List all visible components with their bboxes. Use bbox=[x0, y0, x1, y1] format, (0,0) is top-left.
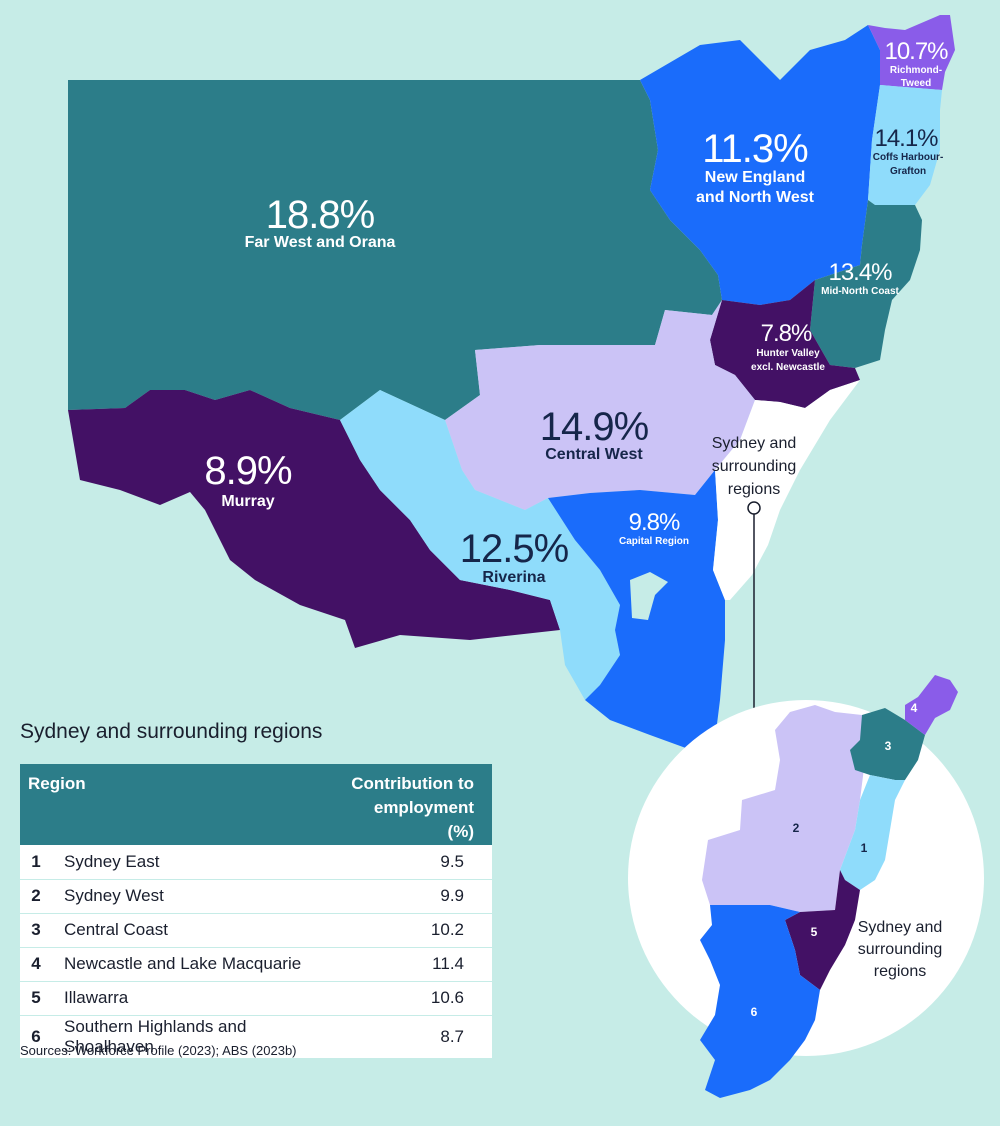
table-row: 1 Sydney East 9.5 bbox=[20, 845, 492, 879]
region-mid-north-coast[interactable] bbox=[810, 200, 922, 368]
richmond-tweed-name-line1: Richmond- bbox=[890, 65, 942, 76]
row-region: Illawarra bbox=[52, 980, 342, 1015]
region-central-west[interactable] bbox=[445, 300, 755, 510]
region-far-west-orana[interactable] bbox=[68, 80, 722, 420]
row-region: Newcastle and Lake Macquarie bbox=[52, 946, 342, 981]
region-coffs-harbour-grafton[interactable] bbox=[868, 85, 942, 205]
inset-region-5[interactable] bbox=[785, 870, 860, 990]
row-region: Sydney West bbox=[52, 878, 342, 913]
row-region: Central Coast bbox=[52, 912, 342, 947]
sydney-callout-line3: regions bbox=[728, 481, 780, 498]
header-contribution-line1: Contribution to bbox=[351, 774, 474, 793]
header-contribution-line2: employment (%) bbox=[373, 798, 474, 841]
new-england-name-line2: and North West bbox=[696, 189, 815, 206]
header-contribution: Contribution to employment (%) bbox=[341, 764, 492, 845]
row-region: Southern Highlands and Shoalhaven bbox=[52, 1014, 342, 1058]
row-value: 8.7 bbox=[341, 1014, 492, 1058]
row-number: 4 bbox=[20, 946, 52, 981]
row-value: 11.4 bbox=[341, 946, 492, 981]
row-value: 10.2 bbox=[341, 912, 492, 947]
region-riverina[interactable] bbox=[340, 390, 620, 700]
row-number: 5 bbox=[20, 980, 52, 1015]
region-new-england-north-west[interactable] bbox=[640, 25, 880, 305]
mid-north-coast-pct: 13.4% bbox=[828, 259, 892, 286]
region-table: Region Contribution to employment (%) 1 … bbox=[20, 764, 492, 1058]
capital-region-pct: 9.8% bbox=[629, 509, 680, 536]
inset-labels: 1 2 3 4 5 6 Sydney and surrounding regio… bbox=[751, 701, 943, 1019]
region-labels: 18.8% Far West and Orana 11.3% New Engla… bbox=[204, 38, 949, 586]
sydney-callout-line2: surrounding bbox=[712, 458, 797, 475]
inset-region-3[interactable] bbox=[850, 708, 925, 780]
murray-pct: 8.9% bbox=[204, 449, 292, 493]
row-value: 10.6 bbox=[341, 980, 492, 1015]
inset-map bbox=[700, 675, 958, 1098]
main-map bbox=[68, 15, 955, 755]
inset-num-2: 2 bbox=[793, 821, 800, 835]
mid-north-coast-name: Mid-North Coast bbox=[821, 286, 899, 297]
region-sydney-surrounding[interactable] bbox=[713, 380, 860, 600]
sources-note: Sources: Workforce Profile (2023); ABS (… bbox=[20, 1043, 297, 1058]
richmond-tweed-pct: 10.7% bbox=[884, 38, 948, 65]
region-murray[interactable] bbox=[68, 390, 560, 648]
hunter-valley-name-line2: excl. Newcastle bbox=[751, 362, 825, 373]
inset-label-line3: regions bbox=[874, 963, 926, 980]
table-title: Sydney and surrounding regions bbox=[20, 720, 323, 743]
inset-region-6[interactable] bbox=[700, 905, 820, 1098]
inset-region-1[interactable] bbox=[840, 775, 905, 890]
central-west-name: Central West bbox=[545, 446, 643, 463]
inset-num-6: 6 bbox=[751, 1005, 758, 1019]
row-number: 6 bbox=[20, 1014, 52, 1058]
riverina-name: Riverina bbox=[482, 569, 545, 586]
region-richmond-tweed[interactable] bbox=[868, 15, 955, 90]
murray-name: Murray bbox=[221, 493, 274, 510]
table-row: 3 Central Coast 10.2 bbox=[20, 912, 492, 947]
coffs-harbour-pct: 14.1% bbox=[874, 125, 938, 152]
riverina-pct: 12.5% bbox=[460, 527, 569, 571]
far-west-pct: 18.8% bbox=[266, 193, 375, 237]
inset-region-4[interactable] bbox=[905, 675, 958, 735]
hunter-valley-pct: 7.8% bbox=[761, 320, 812, 347]
inset-num-3: 3 bbox=[885, 739, 892, 753]
richmond-tweed-name-line2: Tweed bbox=[901, 78, 931, 89]
header-region: Region bbox=[20, 764, 342, 845]
row-value: 9.9 bbox=[341, 878, 492, 913]
table-row: 4 Newcastle and Lake Macquarie 11.4 bbox=[20, 946, 492, 981]
region-hunter-valley[interactable] bbox=[710, 280, 860, 408]
act-cutout bbox=[630, 572, 668, 620]
table-row: 5 Illawarra 10.6 bbox=[20, 980, 492, 1015]
inset-num-1: 1 bbox=[861, 841, 868, 855]
table-row: 6 Southern Highlands and Shoalhaven 8.7 bbox=[20, 1014, 492, 1058]
sydney-callout-line1: Sydney and bbox=[712, 435, 797, 452]
table-header-row: Region Contribution to employment (%) bbox=[20, 764, 492, 845]
coffs-harbour-name-line1: Coffs Harbour- bbox=[873, 152, 944, 163]
inset-num-5: 5 bbox=[811, 925, 818, 939]
hunter-valley-name-line1: Hunter Valley bbox=[756, 348, 820, 359]
table-row: 2 Sydney West 9.9 bbox=[20, 878, 492, 913]
row-region: Sydney East bbox=[64, 851, 160, 871]
new-england-pct: 11.3% bbox=[702, 127, 808, 171]
row-number: 1 bbox=[31, 851, 41, 871]
inset-label-line1: Sydney and bbox=[858, 919, 943, 936]
coffs-harbour-name-line2: Grafton bbox=[890, 166, 926, 177]
inset-num-4: 4 bbox=[911, 701, 918, 715]
capital-region-name: Capital Region bbox=[619, 536, 689, 547]
new-england-name-line1: New England bbox=[705, 169, 805, 186]
central-west-pct: 14.9% bbox=[540, 405, 649, 449]
far-west-name: Far West and Orana bbox=[245, 234, 396, 251]
row-value: 9.5 bbox=[440, 851, 464, 871]
inset-label-line2: surrounding bbox=[858, 941, 943, 958]
inset-region-2[interactable] bbox=[702, 705, 865, 912]
row-number: 3 bbox=[20, 912, 52, 947]
row-number: 2 bbox=[20, 878, 52, 913]
